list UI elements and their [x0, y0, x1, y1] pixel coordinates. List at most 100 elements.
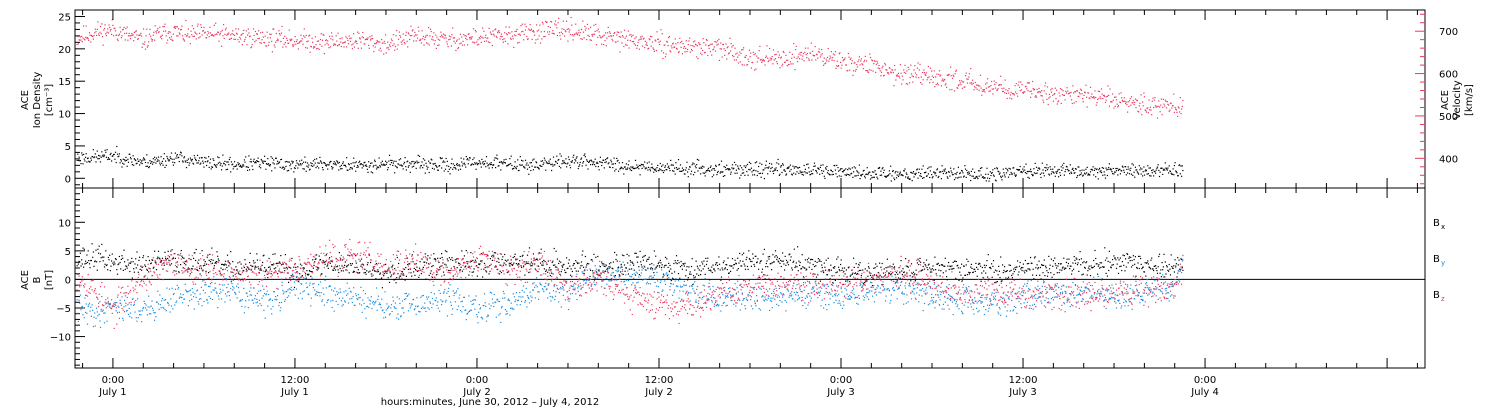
bx-point: [640, 261, 642, 263]
density-point: [807, 163, 809, 165]
density-point: [194, 157, 196, 159]
density-point: [1018, 169, 1021, 171]
velocity-point: [882, 65, 884, 67]
velocity-point: [610, 35, 613, 37]
velocity-point: [639, 38, 641, 40]
velocity-point: [726, 58, 728, 60]
velocity-point: [1162, 98, 1164, 100]
velocity-point: [837, 65, 839, 67]
bx-point: [948, 268, 950, 271]
bx-point: [152, 259, 154, 261]
velocity-point: [539, 42, 542, 44]
density-point: [1175, 171, 1177, 173]
density-point: [869, 171, 871, 173]
bx-point: [600, 273, 602, 275]
density-point: [503, 159, 505, 161]
density-point: [1073, 169, 1075, 172]
velocity-point: [771, 58, 773, 60]
velocity-point: [224, 29, 227, 31]
bx-point: [110, 265, 112, 267]
density-point: [447, 170, 449, 173]
velocity-point: [937, 84, 939, 86]
density-point: [414, 161, 416, 163]
density-point: [860, 174, 862, 176]
velocity-point: [1075, 101, 1077, 103]
bx-point: [719, 269, 721, 271]
velocity-point: [195, 32, 197, 34]
bx-point: [877, 272, 879, 274]
velocity-point: [92, 35, 94, 38]
bx-point: [518, 263, 520, 265]
velocity-point: [475, 31, 477, 33]
density-point: [625, 168, 627, 170]
density-point: [594, 158, 596, 160]
density-point: [847, 174, 849, 176]
bx-point: [580, 265, 582, 267]
density-point: [1020, 171, 1023, 173]
velocity-point: [485, 40, 488, 42]
velocity-point: [1048, 93, 1051, 95]
density-point: [576, 156, 578, 158]
density-point: [530, 162, 532, 164]
velocity-point: [927, 77, 929, 79]
bx-point: [459, 269, 462, 271]
velocity-point: [1000, 84, 1002, 86]
density-point: [336, 160, 338, 162]
bx-point: [614, 275, 616, 277]
bx-point: [226, 254, 229, 256]
bx-point: [1039, 274, 1041, 276]
density-point: [174, 152, 176, 154]
bx-point: [537, 271, 539, 273]
density-point: [773, 170, 775, 172]
bx-point: [771, 262, 773, 264]
density-point: [888, 170, 890, 172]
density-point: [747, 174, 749, 176]
bx-point: [981, 272, 983, 274]
density-point: [138, 160, 140, 162]
velocity-point: [791, 53, 793, 55]
density-point: [759, 172, 762, 174]
density-point: [715, 165, 717, 168]
density-point: [882, 172, 885, 174]
velocity-point: [417, 26, 419, 28]
bx-point: [766, 260, 768, 262]
bx-point: [991, 263, 993, 265]
density-point: [357, 164, 359, 167]
density-point: [488, 167, 490, 169]
velocity-point: [1149, 106, 1151, 108]
velocity-point: [1173, 93, 1175, 95]
velocity-point: [483, 40, 486, 42]
bx-point: [94, 260, 96, 262]
velocity-point: [452, 37, 454, 39]
velocity-point: [1158, 100, 1160, 102]
density-point: [366, 168, 368, 170]
bx-point: [808, 266, 810, 268]
velocity-point: [202, 30, 204, 32]
bx-point: [616, 254, 618, 256]
density-point: [311, 163, 313, 165]
density-point: [435, 165, 437, 167]
velocity-point: [584, 25, 586, 27]
density-point: [1063, 162, 1065, 164]
bx-point: [909, 275, 911, 277]
bx-point: [309, 270, 311, 272]
velocity-point: [257, 37, 259, 40]
density-point: [801, 173, 803, 176]
velocity-point: [838, 53, 840, 55]
bx-point: [985, 272, 987, 274]
bx-point: [771, 269, 773, 271]
velocity-point: [402, 33, 404, 35]
bx-point: [767, 256, 769, 258]
velocity-point: [509, 32, 511, 34]
bx-point: [680, 260, 682, 263]
density-point: [561, 163, 563, 165]
velocity-point: [253, 34, 255, 36]
bx-point: [702, 263, 704, 265]
velocity-point: [396, 48, 398, 50]
velocity-point: [633, 41, 635, 43]
velocity-point: [1072, 85, 1074, 87]
bx-point: [808, 257, 810, 259]
bx-point: [610, 262, 612, 264]
bx-point: [471, 271, 473, 273]
density-point: [911, 180, 913, 182]
